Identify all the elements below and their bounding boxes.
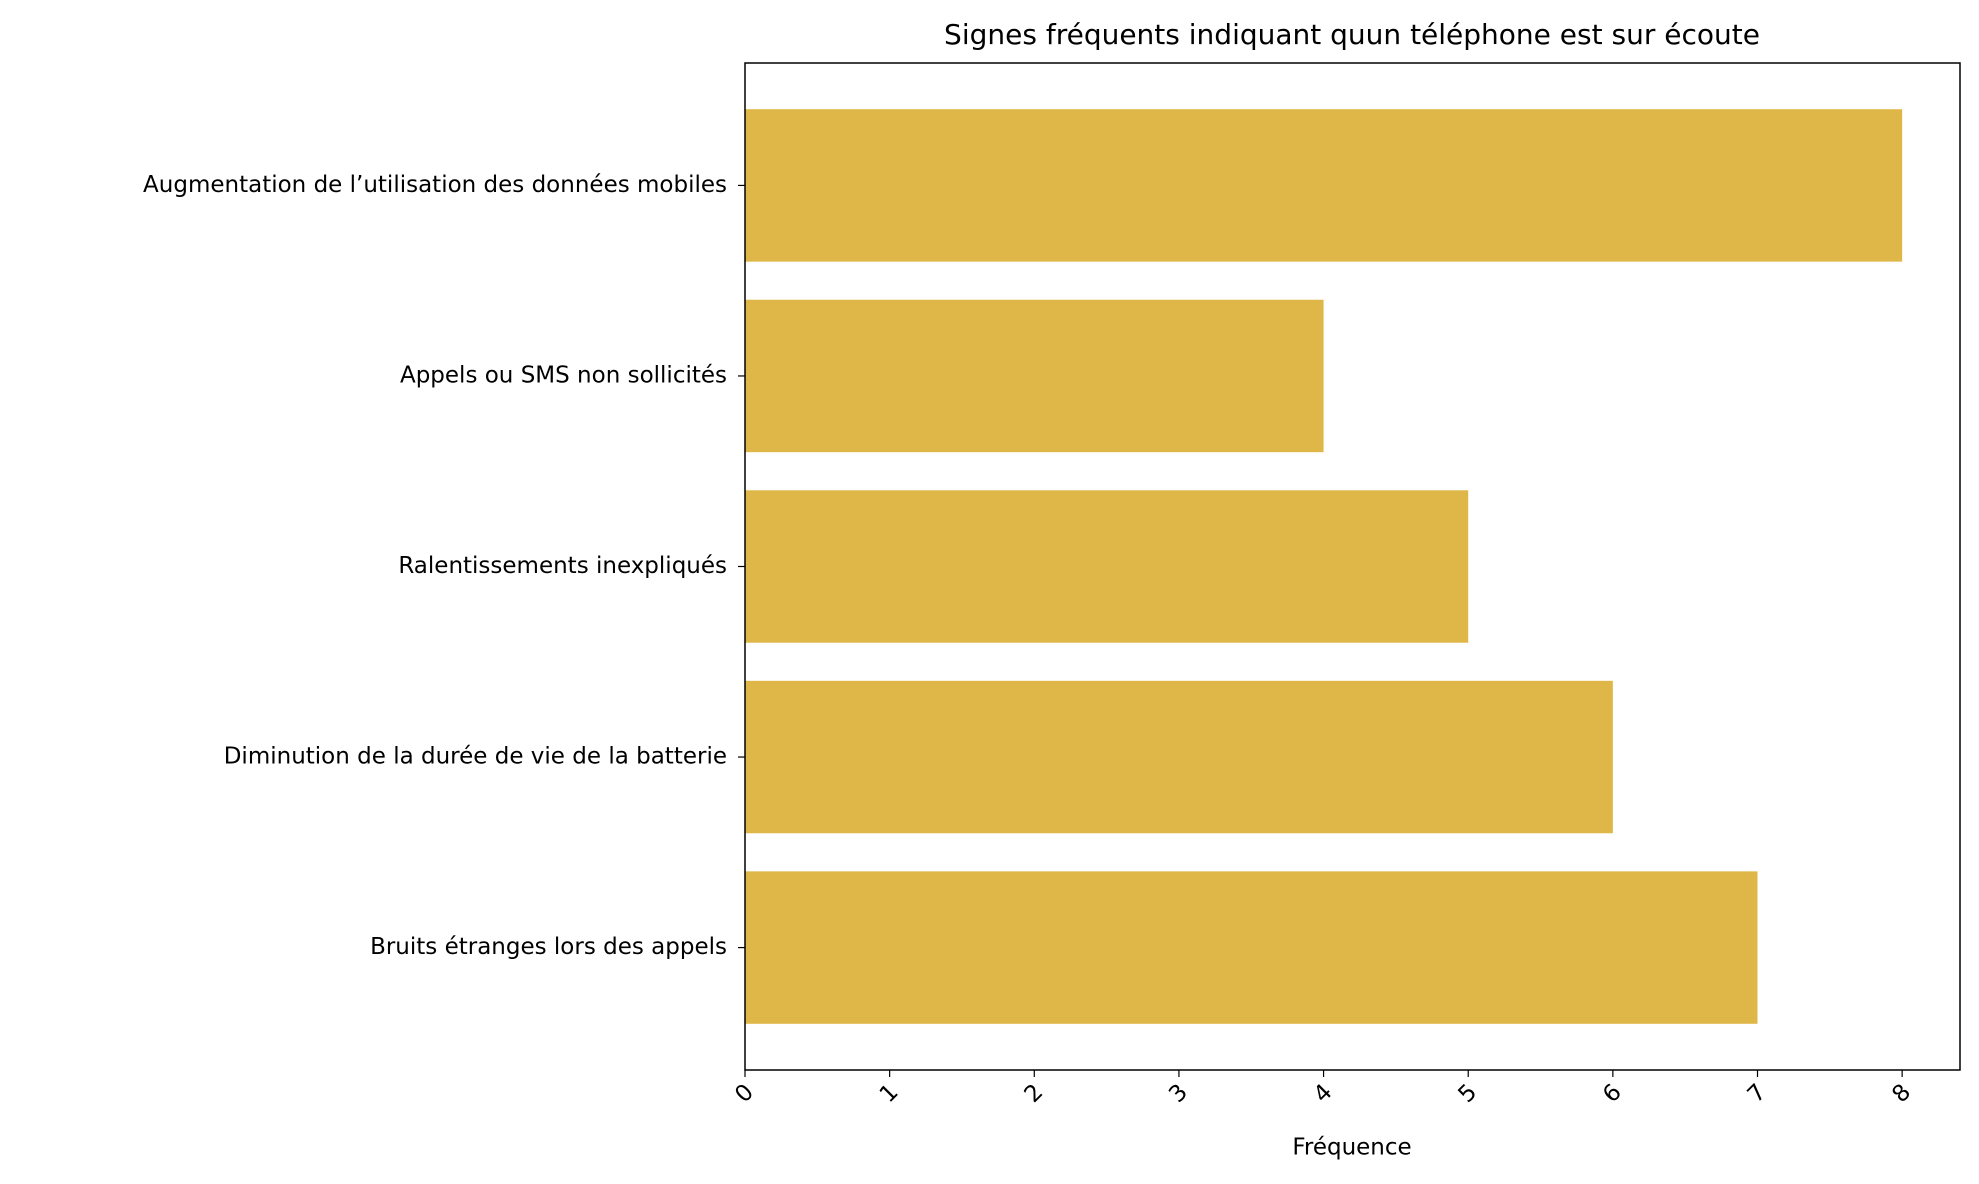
x-tick-label: 2 [1020,1079,1049,1108]
y-tick-label: Diminution de la durée de vie de la batt… [224,744,727,770]
y-tick-label: Bruits étranges lors des appels [370,934,727,960]
x-tick-label: 7 [1743,1079,1772,1108]
x-tick-label: 8 [1887,1079,1916,1108]
bar [745,299,1324,453]
x-tick-label: 6 [1598,1079,1627,1108]
bar [745,680,1613,834]
chart-title: Signes fréquents indiquant quun téléphon… [944,18,1760,51]
plot-frame [744,62,1961,1071]
x-tick-label: 3 [1164,1079,1193,1108]
y-tick-label: Ralentissements inexpliqués [398,553,727,579]
x-axis-label: Fréquence [1292,1135,1411,1161]
x-tick-label: 4 [1309,1079,1338,1108]
bar [745,109,1903,262]
y-tick-label: Augmentation de l’utilisation des donnée… [143,172,727,198]
x-tick-label: 0 [730,1079,759,1108]
x-tick-label: 5 [1453,1079,1482,1108]
y-tick-label: Appels ou SMS non sollicités [400,362,727,388]
x-tick-label: 1 [875,1079,904,1108]
bar [745,490,1469,643]
bar [745,871,1758,1024]
